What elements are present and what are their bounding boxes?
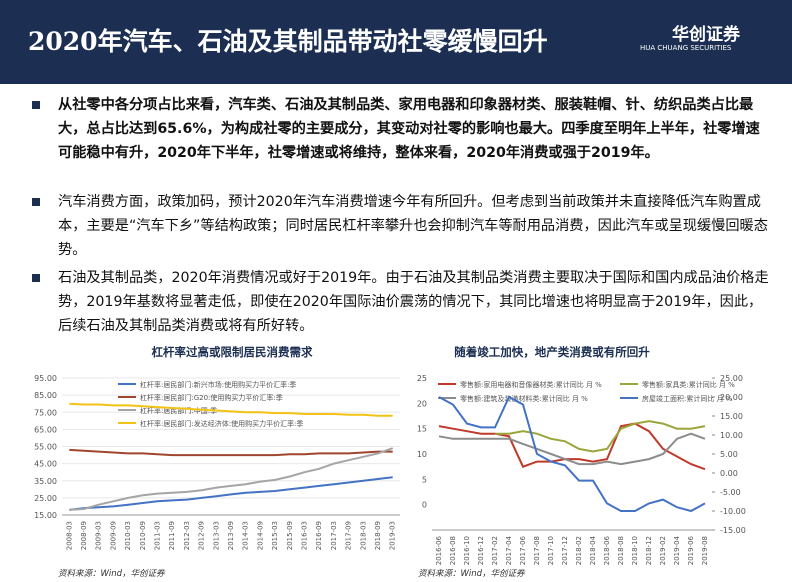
series-line	[438, 395, 706, 513]
x-tick-label: 2017-02	[491, 536, 499, 565]
x-tick-label: 2010-09	[139, 521, 147, 550]
x-tick-label: 2015-03	[271, 521, 279, 550]
x-tick-label: 2011-09	[168, 521, 176, 550]
x-tick-label: 2018-09	[374, 521, 382, 550]
y-tick-label: 85.00	[34, 391, 57, 400]
x-tick-label: 2016-06	[435, 535, 443, 565]
x-tick-label: 2017-04	[505, 535, 513, 565]
x-tick-label: 2018-10	[631, 536, 639, 565]
y2-tick-label: 20.00	[720, 393, 743, 402]
y-tick-label: 65.00	[34, 425, 57, 434]
x-tick-label: 2016-12	[477, 536, 485, 565]
x-tick-label: 2018-08	[617, 536, 625, 565]
series-line	[438, 422, 706, 471]
x-tick-label: 2017-10	[547, 536, 555, 565]
x-tick-label: 2019-04	[673, 535, 681, 565]
series-line	[438, 432, 706, 466]
legend-label: 零售额:家具类:累计同比 月 %	[642, 380, 735, 389]
series-line	[495, 420, 706, 453]
x-tick-label: 2014-03	[242, 521, 250, 550]
legend-label: 零售额:建筑及装潢材料类:累计同比 月 %	[460, 394, 588, 403]
x-tick-label: 2016-03	[300, 521, 308, 550]
legend-label: 房屋竣工面积:累计同比 月 %	[642, 394, 733, 403]
logo: 华创证券	[672, 25, 740, 45]
y2-tick-label: -10.00	[720, 507, 746, 516]
x-tick-label: 2017-09	[345, 521, 353, 550]
bullet: 汽车消费方面，政策加码，预计2020年汽车消费增速今年有所回升。但考虑到当前政策…	[32, 190, 774, 262]
y-tick-label: 15.00	[34, 511, 57, 520]
chart-title: 随着竣工加快，地产类消费或有所回升	[454, 345, 650, 359]
bullet: 石油及其制品类，2020年消费情况或好于2019年。由于石油及其制品类消费主要取…	[32, 266, 774, 338]
legend-label: 零售额:家用电器和音像器材类:累计同比 月 %	[460, 380, 602, 389]
x-tick-label: 2019-02	[659, 536, 667, 565]
x-tick-label: 2018-02	[575, 536, 583, 565]
source: 资料来源：Wind，华创证券	[58, 568, 166, 579]
x-tick-label: 2013-09	[227, 521, 235, 550]
y-tick-label: 45.00	[34, 460, 57, 469]
y-tick-label: 0	[422, 501, 427, 510]
y2-tick-label: -5.00	[720, 488, 741, 497]
y-tick-label: 5	[422, 475, 427, 484]
y2-tick-label: 10.00	[720, 431, 743, 440]
x-tick-label: 2014-09	[256, 521, 264, 550]
chart-title: 杠杆率过高或限制居民消费需求	[152, 345, 313, 359]
x-tick-label: 2019-08	[701, 536, 709, 565]
header-bar	[0, 0, 792, 84]
series-line	[69, 476, 393, 511]
x-tick-label: 2010-03	[124, 521, 132, 550]
x-tick-label: 2011-03	[154, 521, 162, 550]
x-tick-label: 2017-08	[533, 536, 541, 565]
bullet: 从社零中各分项占比来看，汽车类、石油及其制品类、家用电器和印象器材类、服装鞋帽、…	[32, 93, 774, 165]
y2-tick-label: 0.00	[720, 469, 738, 478]
y-tick-label: 25.00	[34, 494, 57, 503]
source: 资料来源：Wind，华创证券	[418, 568, 526, 579]
legend-label: 杠杆率:居民部门:新兴市场:使用购买力平价汇率:季	[140, 380, 296, 389]
x-tick-label: 2017-06	[519, 535, 527, 565]
legend-label: 杠杆率:居民部门:发达经济体:使用购买力平价汇率:季	[140, 419, 303, 428]
y-tick-label: 25	[417, 374, 427, 383]
y-tick-label: 75.00	[34, 408, 57, 417]
series-line	[69, 448, 393, 457]
y-tick-label: 15	[417, 425, 427, 434]
logo-sub: HUA CHUANG SECURITIES	[640, 44, 732, 52]
legend-label: 杠杆率:居民部门:G20:使用购买力平价汇率:季	[140, 393, 283, 402]
x-tick-label: 2013-03	[212, 521, 220, 550]
x-tick-label: 2016-10	[463, 536, 471, 565]
y-tick-label: 95.00	[34, 374, 57, 383]
y-tick-label: 35.00	[34, 477, 57, 486]
x-tick-label: 2009-09	[109, 521, 117, 550]
x-tick-label: 2015-09	[286, 521, 294, 550]
y-tick-label: 10	[417, 450, 427, 459]
series-line	[69, 447, 394, 511]
y2-tick-label: -15.00	[720, 526, 746, 535]
x-tick-label: 2019-03	[389, 521, 397, 550]
legend-label: 杠杆率:居民部门:中国:季	[140, 406, 217, 415]
y2-tick-label: 25.00	[720, 374, 743, 383]
x-tick-label: 2018-03	[359, 521, 367, 550]
x-tick-label: 2016-09	[315, 521, 323, 550]
y2-tick-label: 15.00	[720, 412, 743, 421]
x-tick-label: 2018-06	[603, 535, 611, 565]
x-tick-label: 2016-08	[449, 536, 457, 565]
x-tick-label: 2017-03	[330, 521, 338, 550]
x-tick-label: 2009-03	[95, 521, 103, 550]
x-tick-label: 2012-09	[198, 521, 206, 550]
y2-tick-label: 5.00	[720, 450, 738, 459]
x-tick-label: 2008-09	[80, 521, 88, 550]
y-tick-label: 20	[417, 399, 427, 408]
x-tick-label: 2019-06	[687, 535, 695, 565]
series-line	[69, 402, 393, 417]
x-tick-label: 2008-03	[65, 521, 73, 550]
y-tick-label: 55.00	[34, 443, 57, 452]
x-tick-label: 2018-12	[645, 536, 653, 565]
x-tick-label: 2018-04	[589, 535, 597, 565]
slide-title: 2020年汽车、石油及其制品带动社零缓慢回升	[28, 27, 548, 56]
x-tick-label: 2017-12	[561, 536, 569, 565]
x-tick-label: 2012-03	[183, 521, 191, 550]
